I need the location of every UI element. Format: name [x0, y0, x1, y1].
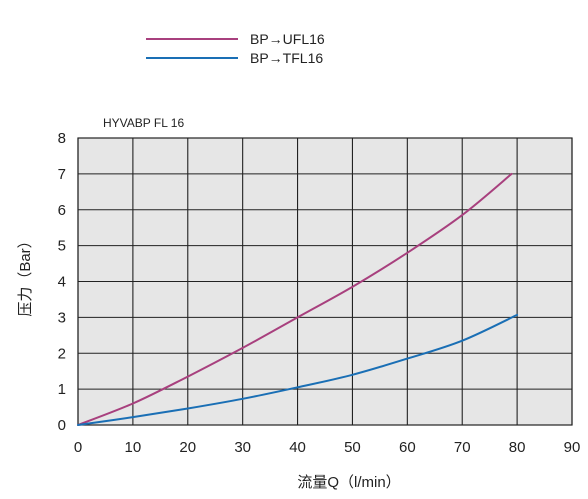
series-layer: [77, 172, 519, 426]
model-label: HYVABP FL 16: [103, 116, 184, 130]
x-tick-label: 50: [344, 439, 361, 456]
grid: [77, 137, 573, 426]
x-tick-label: 30: [234, 439, 251, 456]
legend-label-1: BP→UFL16: [250, 31, 325, 47]
x-tick-label: 70: [454, 439, 471, 456]
y-tick-label: 1: [58, 381, 66, 398]
y-tick-label: 0: [58, 417, 66, 434]
x-tick-label: 90: [564, 439, 581, 456]
y-tick-label: 8: [58, 130, 66, 147]
x-tick-label: 60: [399, 439, 416, 456]
y-tick-label: 6: [58, 202, 66, 219]
y-axis-ticks: 0 1 2 3 4 5 6 7 8: [58, 130, 66, 434]
x-axis-label: 流量Q（l/min）: [297, 474, 400, 491]
y-tick-label: 5: [58, 238, 66, 255]
x-tick-label: 40: [289, 439, 306, 456]
x-tick-label: 0: [74, 439, 82, 456]
x-axis-ticks: 0 10 20 30 40 50 60 70 80 90: [74, 439, 581, 456]
x-tick-label: 80: [509, 439, 526, 456]
x-tick-label: 20: [179, 439, 196, 456]
x-tick-label: 10: [125, 439, 142, 456]
series-line-2: [77, 313, 519, 426]
y-tick-label: 4: [58, 274, 66, 291]
y-axis-label: 压力（Bar）: [17, 233, 34, 316]
series-line-1: [77, 172, 513, 426]
legend: BP→UFL16 BP→TFL16: [146, 31, 325, 66]
y-tick-label: 3: [58, 309, 66, 326]
y-tick-label: 7: [58, 166, 66, 183]
y-tick-label: 2: [58, 345, 66, 362]
legend-label-2: BP→TFL16: [250, 50, 323, 66]
